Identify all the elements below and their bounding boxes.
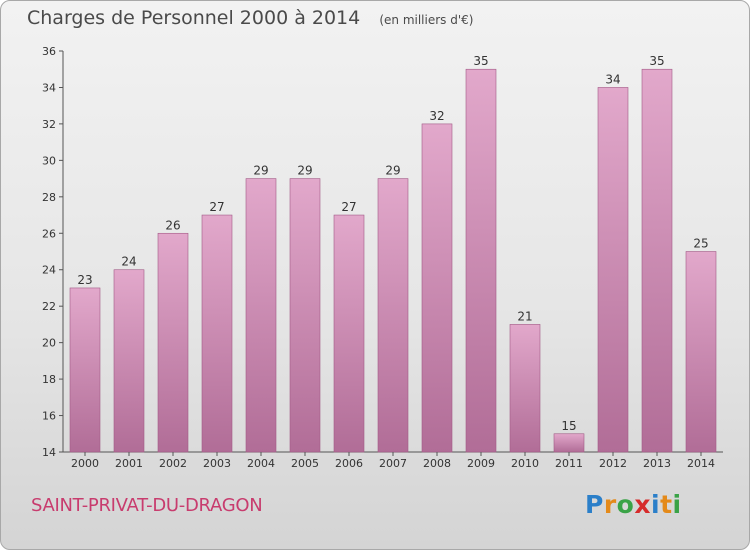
bar-value-label: 21	[517, 309, 532, 323]
bar-value-label: 23	[77, 273, 92, 287]
title-row: Charges de Personnel 2000 à 2014 (en mil…	[27, 7, 473, 29]
y-tick-label: 32	[42, 118, 56, 131]
y-tick-label: 34	[42, 81, 56, 94]
x-tick-label: 2007	[379, 457, 407, 470]
proxiti-logo: Proxiti	[585, 490, 682, 519]
x-tick-label: 2006	[335, 457, 363, 470]
y-tick-label: 36	[42, 45, 56, 58]
y-tick-label: 24	[42, 264, 56, 277]
bar-value-label: 35	[473, 54, 488, 68]
logo-letter: t	[660, 490, 673, 519]
bar-2000	[69, 287, 101, 453]
bar-value-label: 29	[297, 164, 312, 178]
bar-2009	[465, 68, 497, 453]
bar-value-label: 32	[429, 109, 444, 123]
bar-value-label: 27	[209, 200, 224, 214]
y-tick-label: 28	[42, 191, 56, 204]
bar-value-label: 29	[253, 164, 268, 178]
commune-name: SAINT-PRIVAT-DU-DRAGON	[31, 495, 263, 516]
bar-value-label: 24	[121, 255, 136, 269]
logo-letter: P	[585, 490, 604, 519]
bar-2006	[333, 214, 365, 453]
bar-value-label: 25	[693, 237, 708, 251]
bar-value-label: 26	[165, 218, 180, 232]
bar-2002	[157, 232, 189, 453]
x-tick-label: 2011	[555, 457, 583, 470]
bar-2005	[289, 178, 321, 453]
chart-subtitle: (en milliers d'€)	[379, 13, 474, 27]
bar-2012	[597, 87, 629, 453]
bar-2001	[113, 269, 145, 453]
x-tick-label: 2014	[687, 457, 715, 470]
logo-letter: r	[603, 490, 617, 519]
y-tick-label: 20	[42, 337, 56, 350]
y-tick-label: 26	[42, 227, 56, 240]
chart-title: Charges de Personnel 2000 à 2014	[27, 7, 361, 29]
x-tick-label: 2003	[203, 457, 231, 470]
bar-2011	[553, 433, 585, 453]
y-tick-label: 22	[42, 300, 56, 313]
y-tick-label: 14	[42, 446, 56, 459]
y-tick-label: 16	[42, 410, 56, 423]
bar-value-label: 15	[561, 419, 576, 433]
bar-2004	[245, 178, 277, 453]
bar-2010	[509, 324, 541, 453]
logo-letter: x	[634, 490, 651, 519]
bar-2008	[421, 123, 453, 453]
x-tick-label: 2002	[159, 457, 187, 470]
bar-2014	[685, 251, 717, 453]
logo-letter: i	[672, 490, 682, 519]
x-tick-label: 2010	[511, 457, 539, 470]
bar-value-label: 27	[341, 200, 356, 214]
bar-2013	[641, 68, 673, 453]
x-tick-label: 2000	[71, 457, 99, 470]
x-tick-label: 2009	[467, 457, 495, 470]
x-tick-label: 2012	[599, 457, 627, 470]
logo-letter: o	[616, 490, 635, 519]
x-tick-label: 2005	[291, 457, 319, 470]
y-tick-label: 18	[42, 373, 56, 386]
bar-value-label: 35	[649, 54, 664, 68]
logo-letter: i	[651, 490, 661, 519]
x-tick-label: 2008	[423, 457, 451, 470]
x-tick-label: 2013	[643, 457, 671, 470]
bar-2007	[377, 178, 409, 453]
bar-value-label: 34	[605, 72, 620, 86]
x-tick-label: 2004	[247, 457, 275, 470]
bar-value-label: 29	[385, 164, 400, 178]
x-tick-label: 2001	[115, 457, 143, 470]
bar-2003	[201, 214, 233, 453]
y-tick-label: 30	[42, 154, 56, 167]
